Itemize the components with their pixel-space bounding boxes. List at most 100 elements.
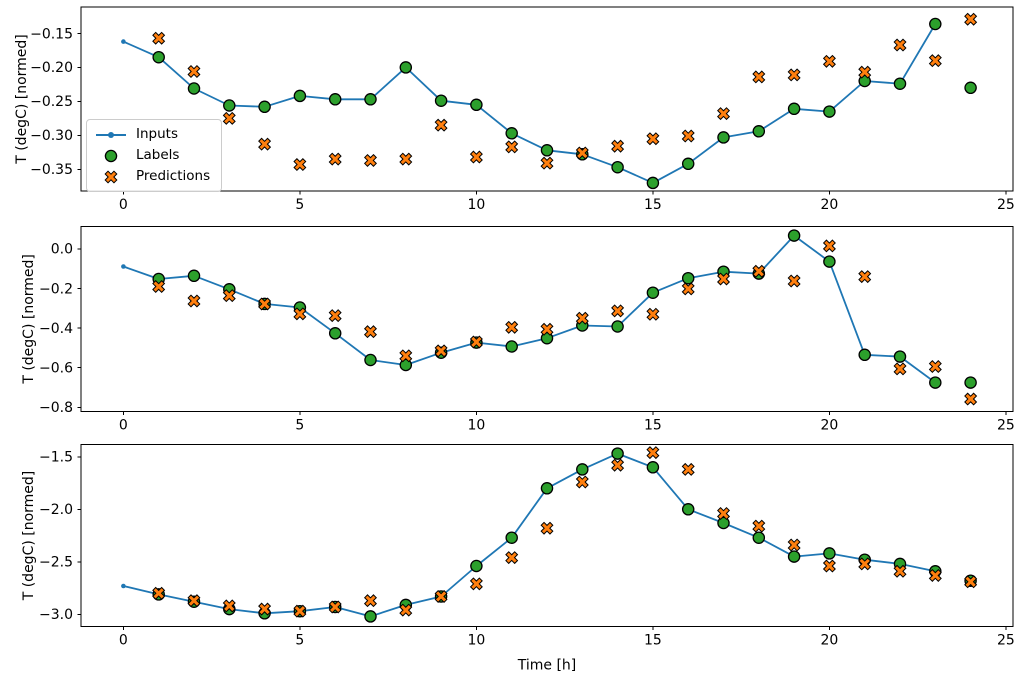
prediction-point: [363, 153, 377, 167]
prediction-point: [258, 297, 272, 311]
label-point: [717, 131, 730, 144]
prediction-point: [717, 272, 731, 286]
input-point: [121, 583, 126, 589]
prediction-point: [222, 111, 236, 125]
labels-circle-icon: [104, 149, 118, 162]
prediction-point: [222, 599, 236, 613]
panel-middle: 0 5 10 15 20 25 0.0 −0.2 −0.4 −0.6 −0.8T (degC) [n…: [21, 226, 1015, 433]
label-point: [505, 340, 518, 353]
prediction-point: [434, 589, 448, 603]
labels-series: [152, 17, 977, 190]
prediction-point: [505, 320, 519, 334]
y-tick-label: −1.5: [39, 450, 73, 466]
x-tick-label: 25: [997, 633, 1015, 649]
y-axis-label: T (degC) [normed]: [14, 34, 30, 165]
label-point: [929, 376, 942, 389]
prediction-point: [575, 311, 589, 325]
prediction-point: [399, 349, 413, 363]
y-tick-label: −0.8: [39, 400, 73, 416]
label-point: [399, 61, 413, 74]
x-tick-label: 15: [644, 633, 662, 649]
label-point: [223, 99, 236, 112]
label-point: [752, 531, 766, 544]
y-tick-label: −3.0: [39, 607, 73, 623]
plot-area: [80, 443, 1014, 628]
label-point: [434, 94, 448, 107]
prediction-point: [434, 118, 448, 132]
prediction-point: [858, 270, 872, 284]
predictions-series: [152, 12, 978, 172]
predictions-series: [152, 446, 978, 618]
plot-area: [80, 226, 1014, 412]
prediction-point: [152, 280, 166, 294]
prediction-point: [222, 289, 236, 303]
prediction-point: [187, 64, 201, 79]
label-point: [187, 82, 201, 95]
label-point: [646, 286, 660, 299]
prediction-point: [611, 139, 625, 153]
label-point: [787, 229, 801, 242]
label-point: [964, 376, 977, 389]
prediction-point: [822, 54, 836, 68]
inputs-line-dot-icon: [96, 131, 126, 138]
prediction-point: [646, 446, 660, 460]
label-point: [364, 610, 377, 623]
panel-top: 0 5 10 15 20 25 −0.15 −0.20 −0.25 −0.30 −0.35T (de…: [14, 6, 1015, 213]
prediction-point: [258, 602, 272, 616]
label-point: [681, 503, 695, 516]
prediction-point: [964, 12, 978, 26]
label-point: [540, 482, 554, 495]
label-point: [893, 77, 907, 90]
prediction-point: [611, 458, 625, 472]
legend-label-inputs: Inputs: [136, 126, 178, 142]
prediction-point: [434, 344, 448, 358]
x-tick-label: 25: [997, 197, 1015, 213]
label-point: [611, 320, 624, 333]
label-point: [187, 269, 201, 283]
label-point: [681, 271, 695, 285]
label-point: [364, 93, 377, 106]
prediction-point: [787, 274, 801, 288]
y-tick-label: −0.4: [39, 321, 73, 337]
prediction-point: [540, 521, 554, 535]
label-point: [505, 127, 518, 140]
label-point: [328, 93, 342, 106]
x-tick-label: 0: [119, 197, 128, 213]
x-tick-label: 15: [644, 197, 662, 213]
label-point: [470, 98, 483, 112]
legend-label-predictions: Predictions: [136, 168, 211, 184]
legend-item-labels: Labels: [94, 146, 210, 165]
prediction-point: [964, 575, 978, 589]
prediction-point: [469, 577, 483, 591]
x-tick-label: 10: [467, 633, 485, 649]
prediction-point: [363, 594, 377, 608]
label-point: [646, 176, 660, 190]
prediction-point: [293, 158, 307, 172]
label-point: [399, 358, 413, 372]
x-tick-label: 5: [295, 417, 304, 433]
x-tick-label: 5: [295, 633, 304, 649]
y-tick-label: −0.2: [39, 281, 73, 297]
input-point: [121, 39, 126, 44]
legend: Inputs Labels Predictions: [86, 119, 223, 192]
label-point: [505, 531, 518, 544]
prediction-point: [152, 586, 166, 600]
y-axis-label: T (degC) [normed]: [21, 254, 37, 385]
prediction-point: [893, 564, 907, 578]
input-point: [121, 264, 126, 269]
prediction-point: [787, 68, 801, 82]
prediction-point: [187, 594, 201, 608]
prediction-point: [928, 568, 942, 582]
prediction-point: [752, 264, 766, 278]
prediction-point: [152, 31, 166, 45]
prediction-point: [469, 150, 483, 164]
prediction-point: [928, 54, 942, 68]
prediction-point: [187, 294, 201, 308]
prediction-point: [928, 360, 942, 374]
prediction-point: [575, 146, 589, 160]
prediction-point: [328, 309, 342, 323]
prediction-point: [681, 282, 695, 296]
prediction-point: [293, 604, 307, 618]
label-point: [540, 144, 554, 157]
